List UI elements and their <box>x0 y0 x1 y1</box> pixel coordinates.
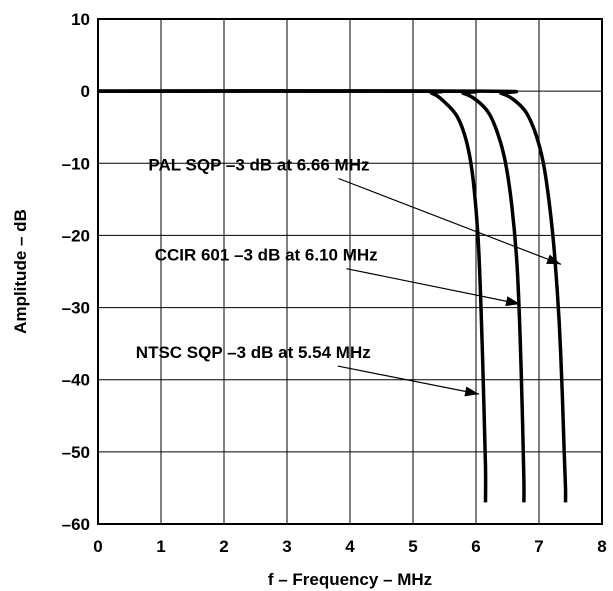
annotation-arrowhead <box>505 296 521 307</box>
curves <box>97 89 568 503</box>
x-tick-labels: 0 1 2 3 4 5 6 7 8 <box>93 537 606 556</box>
y-axis-label: Amplitude – dB <box>11 209 30 334</box>
plot-frame <box>97 18 603 525</box>
series-line <box>97 89 526 503</box>
series-line <box>97 89 488 503</box>
x-tick-label: 6 <box>471 537 480 556</box>
y-tick-label: 0 <box>81 82 90 101</box>
x-tick-label: 0 <box>93 537 102 556</box>
annotation-arrowhead <box>546 254 562 265</box>
y-tick-label: –10 <box>62 154 90 173</box>
annotation-label: NTSC SQP –3 dB at 5.54 MHz <box>136 343 371 362</box>
annotation-arrow-line <box>337 365 480 395</box>
series-line <box>97 89 568 503</box>
x-tick-label: 5 <box>408 537 417 556</box>
x-tick-label: 1 <box>156 537 165 556</box>
y-tick-label: –30 <box>62 299 90 318</box>
y-tick-label: –60 <box>62 515 90 534</box>
x-axis-label: f – Frequency – MHz <box>268 570 432 589</box>
y-tick-label: –40 <box>62 371 90 390</box>
annotation-label: CCIR 601 –3 dB at 6.10 MHz <box>155 246 378 265</box>
x-tick-label: 2 <box>219 537 228 556</box>
annotations: PAL SQP –3 dB at 6.66 MHz CCIR 601 –3 dB … <box>136 156 562 397</box>
x-tick-label: 4 <box>345 537 355 556</box>
annotation-arrowhead <box>464 386 480 397</box>
y-tick-label: –20 <box>62 226 90 245</box>
annotation-arrow-line <box>346 268 521 305</box>
y-tick-label: 10 <box>71 10 90 29</box>
y-tick-label: –50 <box>62 443 90 462</box>
annotation-label: PAL SQP –3 dB at 6.66 MHz <box>148 156 369 175</box>
annotation-arrow-line <box>338 177 562 265</box>
x-tick-label: 3 <box>282 537 291 556</box>
y-tick-labels: 10 0 –10 –20 –30 –40 –50 –60 <box>62 10 90 534</box>
x-tick-label: 8 <box>597 537 606 556</box>
x-tick-label: 7 <box>534 537 543 556</box>
grid <box>97 18 603 525</box>
